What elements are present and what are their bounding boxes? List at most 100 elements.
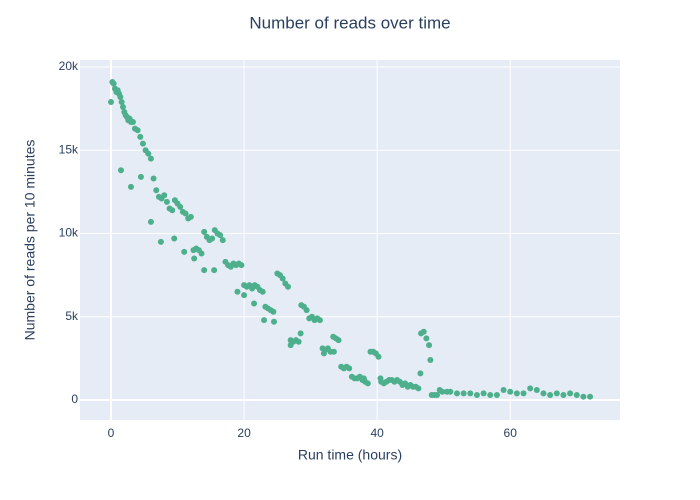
data-point <box>316 317 323 324</box>
data-point <box>467 390 474 397</box>
data-point <box>480 390 487 397</box>
data-point <box>500 387 507 394</box>
data-point <box>520 390 527 397</box>
data-point <box>460 390 467 397</box>
x-tick-label: 60 <box>504 426 518 440</box>
data-point <box>303 307 310 314</box>
data-point <box>137 173 144 180</box>
data-point <box>533 387 540 394</box>
data-point <box>439 388 446 395</box>
data-point <box>209 235 216 242</box>
data-point <box>150 175 157 182</box>
data-point <box>119 103 126 110</box>
data-point <box>493 392 500 399</box>
y-tick-label: 20k <box>59 59 79 73</box>
data-point <box>287 342 294 349</box>
data-point <box>259 288 266 295</box>
data-point <box>181 248 188 255</box>
data-point <box>427 357 434 364</box>
data-point <box>573 392 580 399</box>
data-point <box>426 342 433 349</box>
data-point <box>234 288 241 295</box>
data-point <box>567 390 574 397</box>
x-axis-label: Run time (hours) <box>298 447 402 463</box>
data-point <box>145 150 152 157</box>
data-point <box>284 283 291 290</box>
data-point <box>560 392 567 399</box>
data-point <box>540 390 547 397</box>
data-point <box>375 353 382 360</box>
data-point <box>420 328 427 335</box>
data-point <box>453 390 460 397</box>
data-point <box>241 292 248 299</box>
data-point <box>139 140 146 147</box>
data-point <box>177 203 184 210</box>
data-point <box>513 390 520 397</box>
data-point <box>211 267 218 274</box>
data-point <box>127 183 134 190</box>
data-point <box>171 235 178 242</box>
data-point <box>527 385 534 392</box>
data-point <box>434 392 441 399</box>
data-point <box>137 133 144 140</box>
data-point <box>198 250 205 257</box>
y-tick-label: 0 <box>71 392 78 406</box>
data-point <box>417 370 424 377</box>
chart-title: Number of reads over time <box>249 13 450 32</box>
x-tick-label: 0 <box>108 426 115 440</box>
data-point <box>251 300 258 307</box>
data-point <box>187 213 194 220</box>
data-point <box>117 93 124 100</box>
data-point <box>346 365 353 372</box>
data-point <box>118 98 125 105</box>
data-point <box>201 228 208 235</box>
data-point <box>261 317 268 324</box>
data-point <box>147 218 154 225</box>
data-point <box>134 127 141 134</box>
data-point <box>157 238 164 245</box>
data-point <box>415 385 422 392</box>
data-point <box>147 155 154 162</box>
plot-area <box>80 60 620 420</box>
data-point <box>191 255 198 262</box>
data-point <box>507 388 514 395</box>
data-point <box>270 308 277 315</box>
data-point <box>219 237 226 244</box>
data-point <box>330 348 337 355</box>
y-tick-label: 10k <box>59 226 79 240</box>
data-point <box>182 210 189 217</box>
y-tick-label: 5k <box>65 309 79 323</box>
data-point <box>110 80 117 87</box>
data-point <box>201 267 208 274</box>
data-point <box>423 335 430 342</box>
data-point <box>553 390 560 397</box>
data-point <box>447 388 454 395</box>
data-point <box>487 392 494 399</box>
data-point <box>153 187 160 194</box>
data-point <box>377 375 384 382</box>
data-point <box>360 375 367 382</box>
y-axis-label: Number of reads per 10 minutes <box>22 140 38 341</box>
data-point <box>217 232 224 239</box>
data-point <box>580 393 587 400</box>
data-point <box>547 392 554 399</box>
data-point <box>117 167 124 174</box>
x-tick-label: 40 <box>370 426 384 440</box>
data-point <box>295 338 302 345</box>
y-tick-label: 15k <box>59 142 79 156</box>
data-point <box>335 337 342 344</box>
data-point <box>129 118 136 125</box>
data-point <box>320 350 327 357</box>
data-point <box>279 275 286 282</box>
data-point <box>169 207 176 214</box>
data-point <box>297 330 304 337</box>
x-tick-label: 20 <box>237 426 251 440</box>
data-point <box>271 318 278 325</box>
data-point <box>587 393 594 400</box>
data-point <box>161 192 168 199</box>
data-point <box>364 380 371 387</box>
data-point <box>473 392 480 399</box>
data-point <box>108 98 115 105</box>
data-point <box>238 262 245 269</box>
